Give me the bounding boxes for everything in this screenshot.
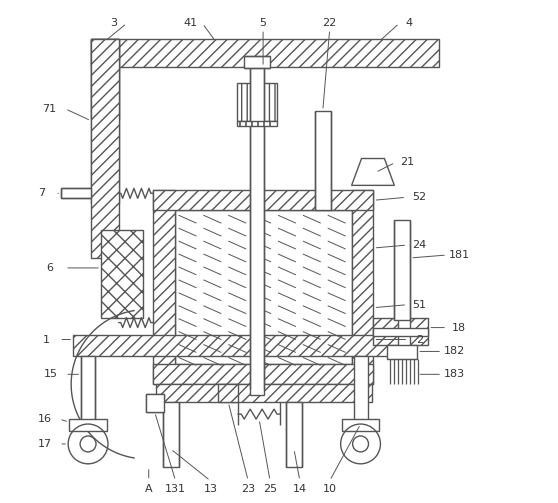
- Bar: [352, 190, 373, 384]
- Text: 51: 51: [412, 300, 426, 310]
- Bar: [387, 346, 417, 360]
- Text: 17: 17: [39, 439, 52, 449]
- Text: 5: 5: [259, 18, 267, 28]
- Text: 23: 23: [241, 484, 255, 493]
- Text: 7: 7: [38, 188, 45, 198]
- Text: 1: 1: [43, 334, 50, 345]
- Bar: [175, 210, 352, 364]
- Text: 22: 22: [323, 18, 337, 28]
- Text: 24: 24: [412, 240, 426, 250]
- Text: 3: 3: [110, 18, 117, 28]
- Bar: [237, 121, 277, 126]
- Bar: [218, 384, 238, 402]
- Text: 16: 16: [39, 414, 52, 424]
- Text: 183: 183: [444, 369, 465, 379]
- Text: 6: 6: [46, 263, 53, 273]
- Bar: [153, 190, 175, 384]
- Bar: [91, 39, 439, 67]
- Bar: [91, 39, 119, 119]
- Bar: [69, 419, 107, 431]
- Bar: [237, 83, 277, 121]
- Bar: [81, 357, 95, 424]
- Text: 181: 181: [449, 250, 470, 260]
- Text: 14: 14: [293, 484, 307, 493]
- Bar: [354, 357, 368, 424]
- Bar: [146, 394, 163, 412]
- Text: 21: 21: [400, 157, 415, 167]
- Bar: [153, 364, 373, 384]
- Bar: [373, 327, 428, 336]
- Bar: [146, 394, 163, 412]
- Bar: [341, 419, 379, 431]
- Bar: [153, 190, 373, 210]
- Bar: [162, 402, 179, 467]
- Bar: [395, 220, 410, 319]
- Text: 13: 13: [203, 484, 218, 493]
- Bar: [250, 67, 264, 395]
- Text: A: A: [145, 484, 152, 493]
- Text: 182: 182: [444, 347, 465, 357]
- Text: 41: 41: [184, 18, 198, 28]
- Text: 15: 15: [44, 369, 58, 379]
- Text: 52: 52: [412, 192, 426, 202]
- Text: 4: 4: [406, 18, 413, 28]
- Text: 18: 18: [452, 322, 466, 332]
- Bar: [156, 384, 373, 402]
- Bar: [91, 39, 119, 203]
- Bar: [315, 111, 331, 210]
- Bar: [373, 317, 398, 346]
- Text: 71: 71: [42, 104, 56, 114]
- Bar: [244, 56, 270, 68]
- Text: 2: 2: [416, 334, 423, 345]
- Bar: [286, 402, 302, 467]
- Bar: [410, 317, 428, 346]
- Bar: [61, 188, 91, 198]
- Bar: [73, 334, 391, 357]
- Text: 25: 25: [263, 484, 277, 493]
- Text: 10: 10: [323, 484, 336, 493]
- Bar: [101, 230, 143, 317]
- Text: 131: 131: [165, 484, 186, 493]
- Bar: [91, 39, 119, 258]
